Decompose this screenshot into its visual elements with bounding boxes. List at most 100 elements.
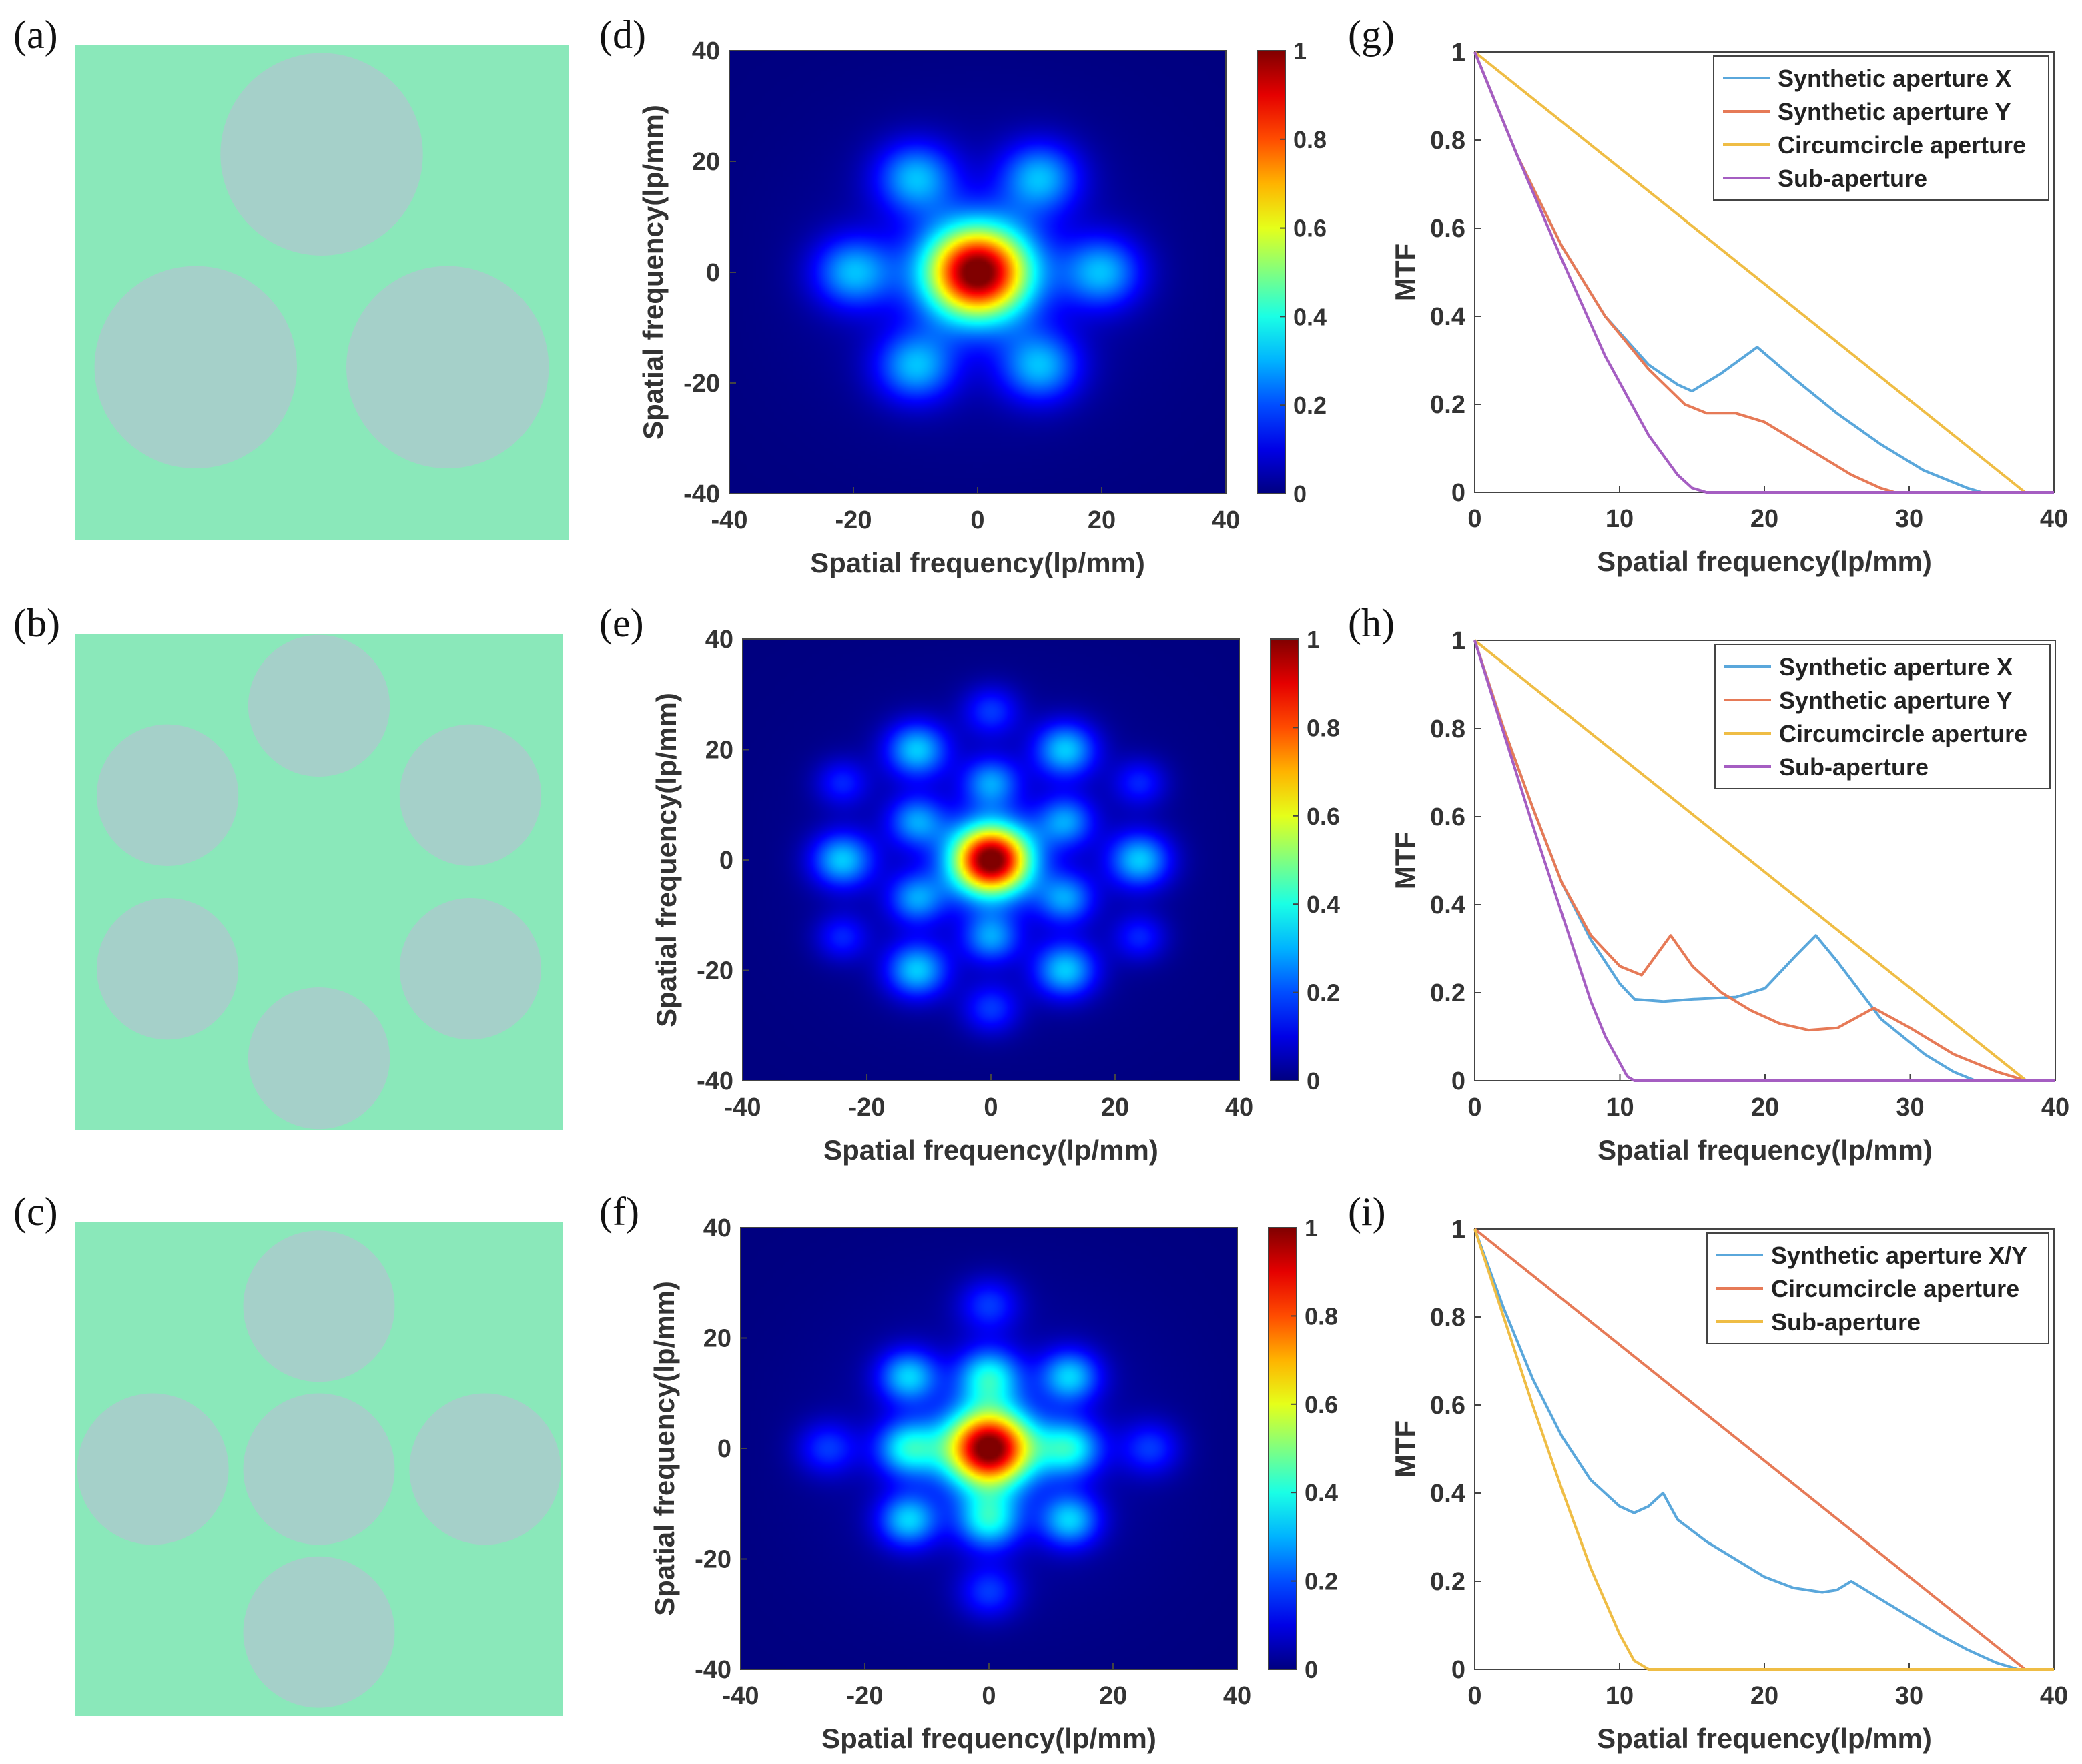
legend-entry: Sub-aperture — [1771, 1308, 1921, 1336]
x-axis-label: Spatial frequency(lp/mm) — [1597, 546, 1932, 577]
x-tick-label: 0 — [984, 1093, 998, 1122]
x-tick-label: -20 — [849, 1093, 886, 1122]
colorbar — [1270, 638, 1299, 1081]
psf-heatmap-image — [741, 1228, 1237, 1669]
y-tick-label: -40 — [697, 1067, 733, 1095]
y-tick-label: 0 — [719, 847, 733, 875]
x-tick-label: -40 — [723, 1682, 759, 1710]
sub-aperture-disk — [220, 53, 423, 256]
x-tick-label: 10 — [1606, 1093, 1634, 1122]
x-tick-label: 0 — [982, 1682, 996, 1710]
x-tick-label: 20 — [1750, 505, 1778, 533]
colorbar-tick-label: 0.6 — [1293, 215, 1327, 242]
x-tick-label: 40 — [2040, 505, 2068, 533]
colorbar-tick-label: 1 — [1305, 1214, 1318, 1242]
legend: Synthetic aperture X Synthetic aperture Y… — [1713, 55, 2049, 201]
y-tick-label: -20 — [697, 957, 733, 985]
mtf-chart: 0 10 20 30 40 1 0.8 0.6 0.4 0.2 0 Spatial frequency… — [1389, 39, 2068, 577]
y-tick-label: 0.8 — [1430, 127, 1465, 155]
x-axis-label: Spatial frequency(lp/mm) — [1598, 1134, 1933, 1166]
legend-entry: Sub-aperture — [1779, 753, 1929, 781]
legend-entry: Synthetic aperture X — [1778, 65, 2011, 92]
x-tick-label: 0 — [1467, 505, 1481, 533]
y-tick-label: 0 — [717, 1435, 731, 1463]
x-axis-label: Spatial frequency(lp/mm) — [1597, 1723, 1932, 1754]
x-tick-label: 20 — [1751, 1093, 1779, 1122]
series-line — [1473, 1228, 2054, 1671]
colorbar-tick-label: 0.4 — [1307, 891, 1340, 918]
series-line — [1473, 640, 2055, 1082]
y-tick-label: 0.2 — [1430, 391, 1465, 419]
aperture-panel — [75, 45, 569, 540]
colorbar-tick-label: 0.4 — [1305, 1479, 1338, 1506]
y-axis-label: Spatial frequency(lp/mm) — [651, 693, 682, 1027]
colorbar-tick-label: 0 — [1293, 480, 1307, 508]
y-tick-label: -20 — [695, 1546, 731, 1574]
heatmap-panel: -40 -20 0 20 40 40 20 0 -20 -40 Spatial frequency(… — [649, 1214, 1338, 1754]
psf-heatmap-image — [743, 639, 1239, 1081]
sub-aperture-disk — [248, 634, 390, 777]
x-axis-label: Spatial frequency(lp/mm) — [821, 1723, 1156, 1754]
y-axis-label: MTF — [1389, 832, 1421, 889]
sub-aperture-disk — [248, 987, 390, 1130]
series-line — [1473, 51, 2054, 494]
y-axis-label: MTF — [1389, 1420, 1421, 1478]
x-tick-label: 10 — [1606, 1682, 1634, 1710]
legend-box — [1713, 55, 2049, 201]
panel-label: (e) — [599, 601, 644, 645]
panel-label: (a) — [13, 13, 58, 57]
legend-box — [1706, 1232, 2049, 1344]
colorbar-tick-label: 0.6 — [1307, 803, 1340, 830]
series-line — [1473, 640, 2055, 1082]
x-tick-label: 20 — [1101, 1093, 1129, 1122]
sub-aperture-disk — [243, 1556, 395, 1708]
aperture-panel — [75, 634, 563, 1130]
x-axis-label: Spatial frequency(lp/mm) — [823, 1134, 1158, 1166]
mtf-chart: 0 10 20 30 40 1 0.8 0.6 0.4 0.2 0 Spatial frequency… — [1389, 1216, 2068, 1754]
y-axis-label: Spatial frequency(lp/mm) — [637, 105, 669, 440]
colorbar-tick-label: 0.2 — [1307, 979, 1340, 1007]
legend-entry: Sub-aperture — [1778, 165, 1927, 192]
y-tick-label: -40 — [695, 1656, 731, 1684]
legend-entry: Circumcircle aperture — [1778, 131, 2026, 159]
y-tick-label: 0.2 — [1430, 1568, 1465, 1596]
legend-entry: Synthetic aperture X — [1779, 653, 2013, 681]
y-tick-label: 20 — [692, 148, 720, 176]
colorbar-tick-label: 0 — [1305, 1656, 1318, 1683]
x-tick-label: 40 — [2041, 1093, 2069, 1122]
y-tick-label: 1 — [1451, 627, 1465, 655]
colorbar-tick-label: 0.2 — [1305, 1568, 1338, 1595]
y-tick-label: 0 — [1451, 1067, 1465, 1095]
panel-label: (i) — [1348, 1190, 1386, 1234]
colorbar-tick-label: 0.8 — [1307, 714, 1340, 741]
legend: Synthetic aperture X/Y Circumcircle apert… — [1706, 1232, 2049, 1344]
aperture-panel — [75, 1222, 563, 1716]
mtf-chart: 0 10 20 30 40 1 0.8 0.6 0.4 0.2 0 Spatial frequency… — [1389, 627, 2069, 1166]
y-tick-label: 40 — [703, 1214, 731, 1242]
colorbar-tick-label: 1 — [1293, 37, 1307, 65]
y-tick-label: 20 — [703, 1325, 731, 1353]
x-tick-label: 20 — [1750, 1682, 1778, 1710]
colorbar-tick-label: 0.6 — [1305, 1391, 1338, 1418]
panel-label: (f) — [599, 1190, 639, 1234]
x-axis-label: Spatial frequency(lp/mm) — [810, 547, 1145, 578]
x-tick-label: 30 — [1896, 1093, 1924, 1122]
x-tick-label: 0 — [970, 506, 984, 534]
colorbar-tick-label: 0 — [1307, 1067, 1320, 1095]
sub-aperture-disk — [77, 1393, 229, 1545]
y-axis-label: MTF — [1389, 244, 1421, 301]
y-tick-label: -20 — [683, 370, 720, 398]
colorbar-tick-label: 0.2 — [1293, 392, 1327, 419]
legend-entry: Circumcircle aperture — [1771, 1275, 2019, 1302]
y-tick-label: 0.4 — [1430, 891, 1465, 919]
y-tick-label: 0.2 — [1430, 979, 1465, 1007]
colorbar — [1268, 1227, 1297, 1670]
x-tick-label: 0 — [1467, 1682, 1481, 1710]
x-tick-label: 30 — [1895, 1682, 1923, 1710]
x-tick-label: 30 — [1895, 505, 1923, 533]
legend-box — [1714, 644, 2051, 789]
x-tick-label: -40 — [725, 1093, 761, 1122]
y-tick-label: 0 — [706, 259, 720, 287]
x-tick-label: 20 — [1099, 1682, 1127, 1710]
